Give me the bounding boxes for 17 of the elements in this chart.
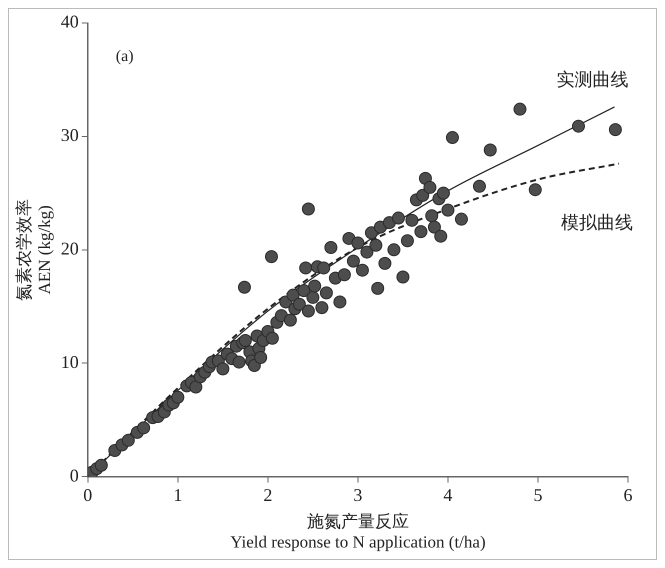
x-tick-label: 5 bbox=[533, 485, 542, 506]
x-tick-label: 4 bbox=[443, 485, 452, 506]
annotation: (a) bbox=[116, 48, 134, 66]
y-tick-label: 0 bbox=[70, 465, 79, 486]
x-tick-label: 2 bbox=[263, 485, 272, 506]
x-axis-title: 施氮产量反应 Yield response to N application (t/ha) bbox=[230, 512, 486, 552]
y-tick-label: 40 bbox=[60, 12, 79, 32]
x-tick-label: 3 bbox=[353, 485, 362, 506]
text: 模拟曲线 bbox=[560, 212, 633, 234]
y-axis-title: 氮素农学效率 AEN (kg/kg) bbox=[14, 198, 54, 301]
y-tick-label: 30 bbox=[60, 125, 79, 146]
y-tick-label: 10 bbox=[60, 352, 79, 372]
y-tick-label: 20 bbox=[60, 238, 79, 259]
x-tick-label: 0 bbox=[83, 485, 92, 506]
x-tick-label: 1 bbox=[173, 485, 182, 506]
series-label: 实测曲线 bbox=[556, 70, 628, 91]
x-tick-label: 6 bbox=[624, 485, 632, 506]
